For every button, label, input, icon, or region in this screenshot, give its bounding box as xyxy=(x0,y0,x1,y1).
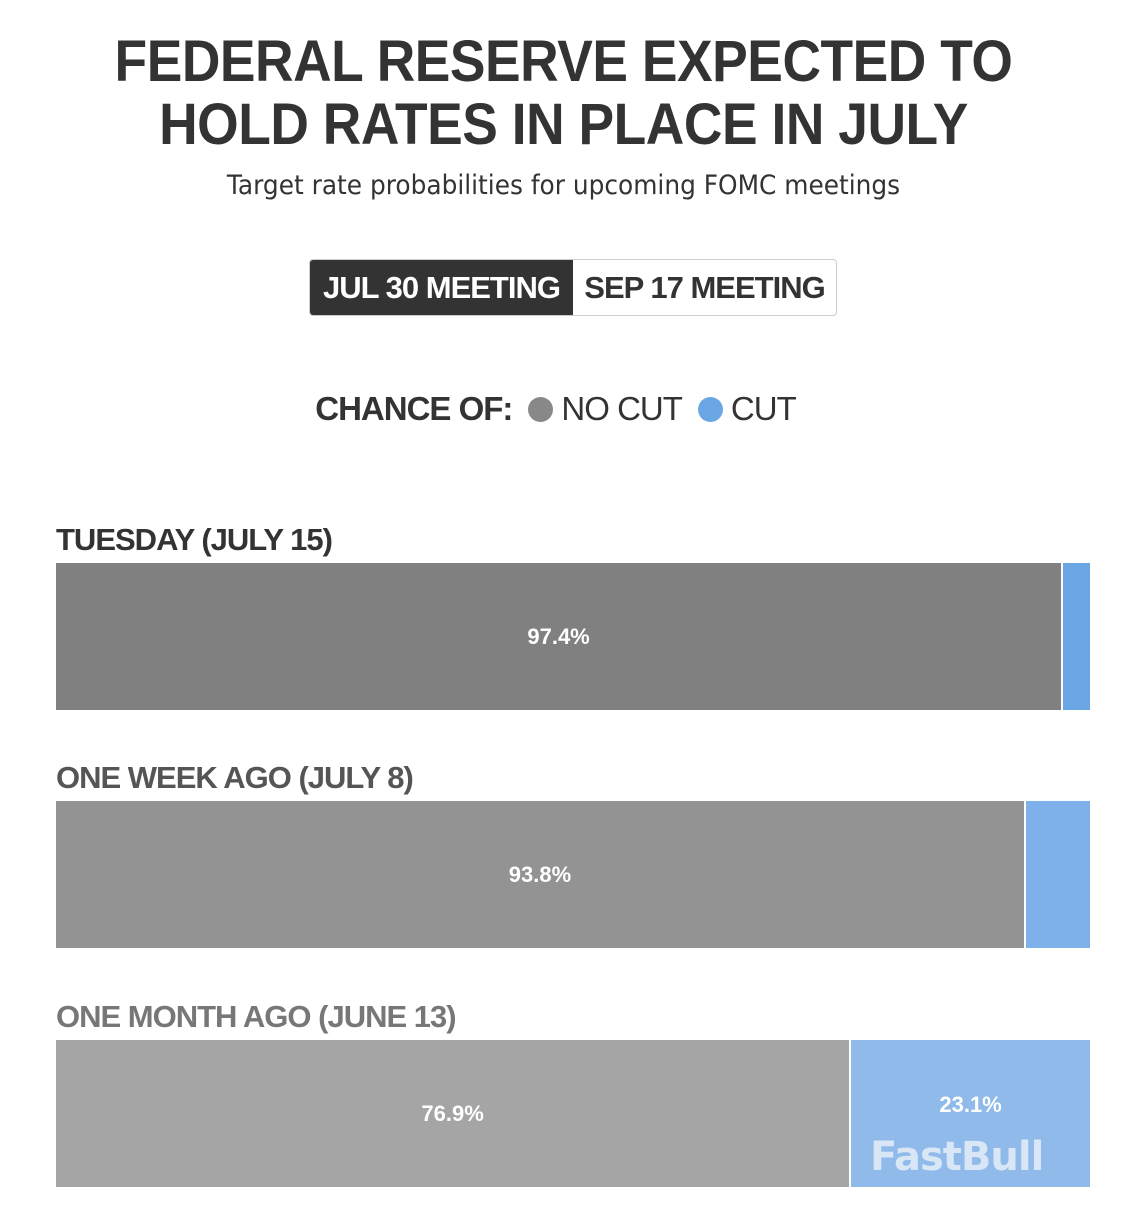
cut-bar-segment xyxy=(1063,563,1090,710)
meeting-tabs: JUL 30 MEETING SEP 17 MEETING xyxy=(309,259,837,316)
legend-title: CHANCE OF: xyxy=(315,390,513,427)
category-label: TUESDAY (JULY 15) xyxy=(56,522,333,557)
no-cut-dot-icon xyxy=(528,396,554,422)
chart-subtitle: Target rate probabilities for upcoming F… xyxy=(226,170,901,201)
legend-item-no-cut: NO CUT xyxy=(528,390,683,428)
legend-label: NO CUT xyxy=(561,390,682,427)
no-cut-bar-segment: 93.8% xyxy=(56,801,1026,948)
tab-sep-17-meeting[interactable]: SEP 17 MEETING xyxy=(584,269,825,305)
cut-bar-segment: 23.1% xyxy=(851,1040,1090,1187)
cut-bar-segment xyxy=(1025,801,1090,948)
category-label: ONE MONTH AGO (JUNE 13) xyxy=(56,999,457,1034)
data-label: 97.4% xyxy=(527,623,590,649)
legend: CHANCE OF: NO CUT CUT xyxy=(0,390,1127,428)
stacked-bar: 93.8% xyxy=(56,801,1090,948)
stacked-bar: 97.4% xyxy=(56,563,1090,710)
tab-jul-30-meeting[interactable]: JUL 30 MEETING xyxy=(310,260,573,315)
stacked-bar: 76.9% 23.1% xyxy=(56,1040,1090,1187)
cut-dot-icon xyxy=(697,396,723,422)
legend-label: CUT xyxy=(730,390,797,427)
data-label: 23.1% xyxy=(939,1092,1002,1117)
category-label: ONE WEEK AGO (JULY 8) xyxy=(56,760,414,795)
no-cut-bar-segment: 97.4% xyxy=(56,563,1064,710)
chart-title: FEDERAL RESERVE EXPECTED TO HOLD RATES IN… xyxy=(45,30,1082,156)
fastbull-watermark: FastBull xyxy=(870,1134,1044,1180)
title-line-1: FEDERAL RESERVE EXPECTED TO xyxy=(114,29,1013,94)
data-label: 93.8% xyxy=(508,861,572,887)
title-line-2: HOLD RATES IN PLACE IN JULY xyxy=(159,92,968,157)
legend-item-cut: CUT xyxy=(697,390,797,428)
no-cut-bar-segment: 76.9% xyxy=(56,1040,852,1187)
data-label: 76.9% xyxy=(421,1100,484,1126)
